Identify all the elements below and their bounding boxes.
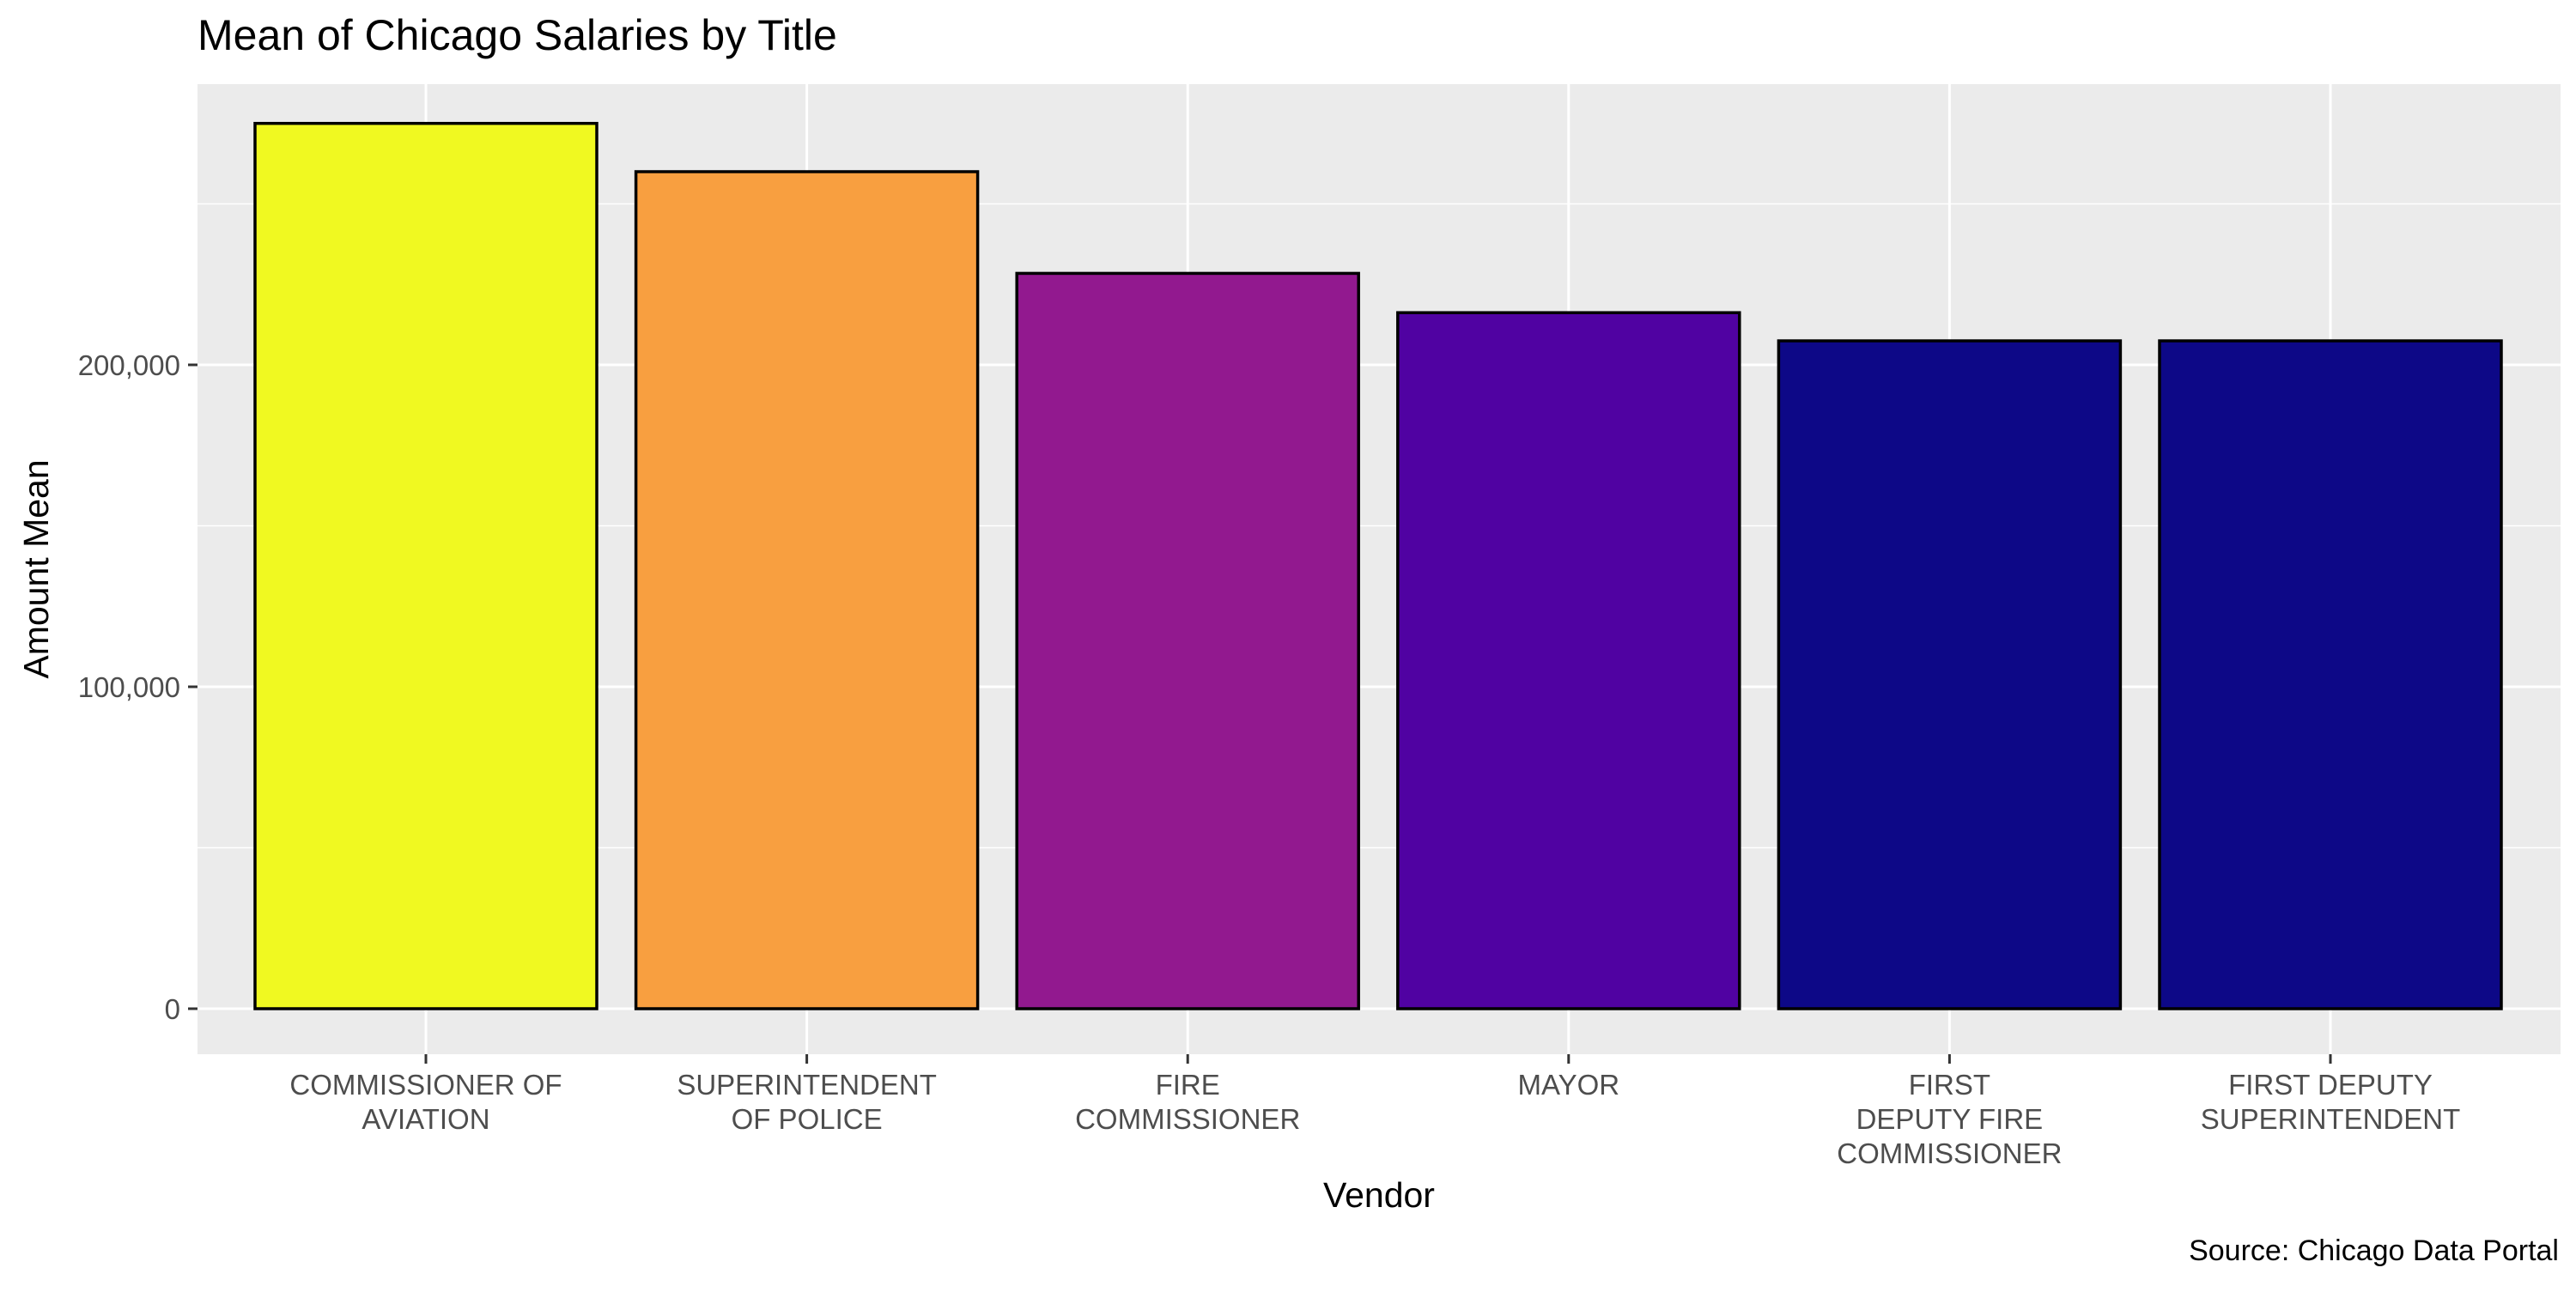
y-tick-label: 0 xyxy=(165,993,180,1025)
chart-caption: Source: Chicago Data Portal xyxy=(2189,1234,2559,1267)
chart-title: Mean of Chicago Salaries by Title xyxy=(197,11,837,59)
bar xyxy=(634,170,980,1010)
x-tick-label-line: DEPUTY FIRE xyxy=(1856,1103,2044,1135)
x-tick-label: FIRST DEPUTY FIRE COMMISSIONER xyxy=(1837,1069,2062,1169)
x-tick-label-line: SUPERINTENDENT xyxy=(677,1069,937,1101)
bar xyxy=(2158,339,2503,1010)
bar xyxy=(1396,311,1741,1010)
y-axis: 0 100,000 200,000 xyxy=(78,349,197,1025)
bars xyxy=(253,121,2503,1010)
bar xyxy=(253,121,598,1010)
x-tick-label-line: COMMISSIONER xyxy=(1837,1137,2062,1169)
bar xyxy=(1777,339,2123,1010)
y-axis-title: Amount Mean xyxy=(16,459,56,678)
x-tick-label: COMMISSIONER OF AVIATION xyxy=(289,1069,562,1135)
x-axis-title: Vendor xyxy=(1323,1175,1435,1215)
x-tick-label: MAYOR xyxy=(1518,1069,1620,1101)
x-tick-label-line: AVIATION xyxy=(361,1103,489,1135)
x-tick-label: FIRST DEPUTY SUPERINTENDENT xyxy=(2201,1069,2461,1135)
x-tick-label-line: FIRST DEPUTY xyxy=(2228,1069,2433,1101)
x-tick-label-line: COMMISSIONER xyxy=(1075,1103,1300,1135)
x-tick-label-line: FIRST xyxy=(1909,1069,1990,1101)
x-tick-label: SUPERINTENDENT OF POLICE xyxy=(677,1069,937,1135)
y-tick-label: 200,000 xyxy=(78,349,180,381)
y-tick-label: 100,000 xyxy=(78,671,180,703)
x-tick-label-line: FIRE xyxy=(1156,1069,1220,1101)
x-tick-label-line: COMMISSIONER OF xyxy=(289,1069,562,1101)
x-tick-label-line: MAYOR xyxy=(1518,1069,1620,1101)
x-tick-label: FIRE COMMISSIONER xyxy=(1075,1069,1300,1135)
x-tick-label-line: SUPERINTENDENT xyxy=(2201,1103,2461,1135)
x-tick-label-line: OF POLICE xyxy=(732,1103,883,1135)
bar xyxy=(1015,271,1360,1010)
